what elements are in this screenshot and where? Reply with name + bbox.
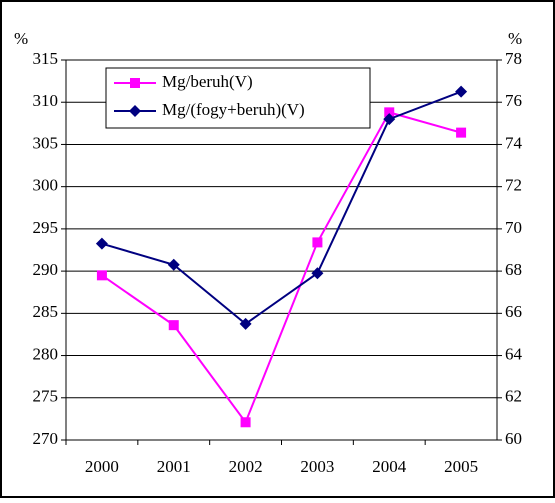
- marker: [96, 270, 107, 281]
- y2-unit: %: [508, 29, 522, 48]
- marker: [129, 105, 141, 117]
- y-unit: %: [14, 29, 28, 48]
- y2-tick-label: 70: [505, 218, 522, 237]
- y2-tick-label: 64: [505, 344, 523, 363]
- y2-tick-label: 68: [505, 260, 522, 279]
- marker: [168, 320, 179, 331]
- y2-tick-label: 62: [505, 387, 522, 406]
- y2-tick-label: 72: [505, 176, 522, 195]
- series-line: [101, 90, 462, 326]
- y2-tick-label: 76: [505, 91, 522, 110]
- y-tick-label: 310: [33, 91, 59, 110]
- x-tick-label: 2001: [157, 457, 191, 476]
- marker: [130, 78, 140, 88]
- legend: [105, 67, 371, 129]
- series-line: [101, 111, 462, 425]
- marker: [455, 85, 468, 98]
- y2-tick-label: 60: [505, 429, 522, 448]
- x-tick-label: 2004: [372, 457, 407, 476]
- marker: [167, 258, 180, 271]
- marker: [311, 267, 324, 280]
- y-tick-label: 300: [33, 176, 59, 195]
- marker: [456, 127, 467, 138]
- marker: [312, 237, 323, 248]
- y2-tick-label: 78: [505, 49, 522, 68]
- x-tick-label: 2000: [85, 457, 119, 476]
- x-tick-label: 2002: [229, 457, 263, 476]
- x-tick-label: 2003: [300, 457, 334, 476]
- y-tick-label: 285: [33, 302, 59, 321]
- y-tick-label: 280: [33, 344, 59, 363]
- y-tick-label: 315: [33, 49, 59, 68]
- marker: [384, 107, 395, 118]
- marker: [240, 417, 251, 428]
- legend-label: Mg/(fogy+beruh)(V): [162, 100, 305, 119]
- x-tick-label: 2005: [444, 457, 478, 476]
- legend-label: Mg/beruh(V): [162, 72, 253, 91]
- marker: [95, 237, 108, 250]
- y-tick-label: 305: [33, 133, 59, 152]
- y2-tick-label: 66: [505, 302, 522, 321]
- y-tick-label: 270: [33, 429, 59, 448]
- marker: [383, 113, 396, 126]
- y-tick-label: 295: [33, 218, 59, 237]
- y-tick-label: 290: [33, 260, 59, 279]
- marker: [239, 317, 252, 330]
- y2-tick-label: 74: [505, 133, 523, 152]
- y-tick-label: 275: [33, 387, 59, 406]
